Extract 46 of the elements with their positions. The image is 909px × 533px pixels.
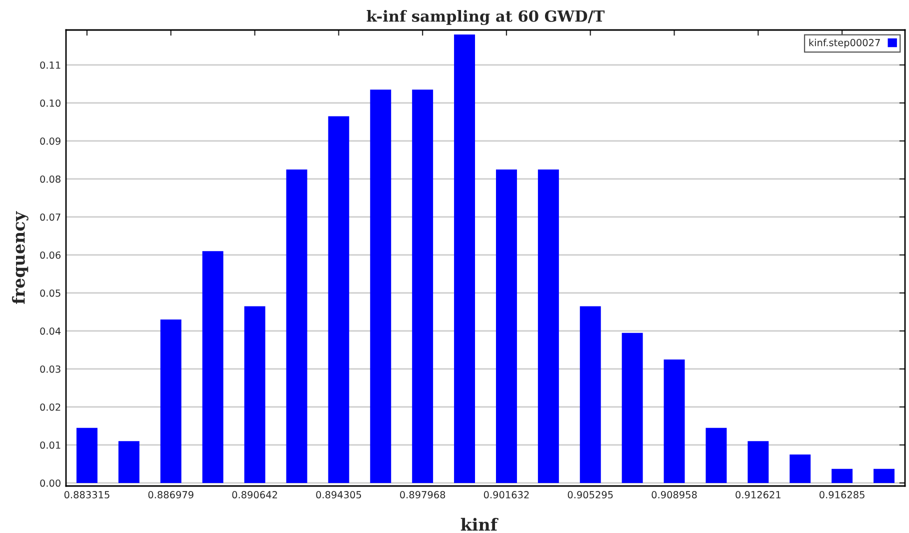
bar	[76, 428, 98, 483]
bar	[202, 251, 224, 483]
bar	[832, 468, 853, 483]
bar	[874, 468, 895, 483]
bar	[790, 454, 811, 483]
bar	[328, 116, 350, 483]
chart-title: k-inf sampling at 60 GWD/T	[366, 10, 605, 26]
y-tick-label: 0.02	[40, 403, 60, 411]
y-tick-label: 0.04	[40, 327, 61, 335]
y-tick-label: 0.03	[40, 365, 60, 373]
y-tick-label: 0.06	[40, 251, 61, 259]
y-axis-title: frequency	[12, 211, 28, 304]
bar	[538, 169, 559, 483]
bar	[496, 169, 517, 483]
bar	[454, 34, 476, 483]
bar	[244, 306, 266, 483]
x-tick-label: 0.897968	[400, 491, 446, 498]
bar	[748, 441, 769, 483]
x-tick-label: 0.894305	[316, 491, 362, 498]
x-tick-label: 0.890642	[232, 491, 277, 498]
y-tick-label: 0.05	[40, 289, 60, 297]
x-tick-label: 0.916285	[820, 491, 864, 498]
x-tick-label: 0.901632	[484, 491, 529, 498]
bar	[622, 332, 643, 483]
y-tick-label: 0.00	[40, 479, 60, 487]
bar	[664, 359, 685, 483]
y-tick-label: 0.01	[40, 441, 60, 449]
legend-label: kinf.step00027	[809, 38, 880, 48]
bar	[370, 90, 392, 483]
y-tick-label: 0.08	[40, 175, 60, 183]
bar	[706, 428, 727, 483]
x-tick-label: 0.912621	[736, 491, 780, 498]
x-tick-label: 0.905295	[568, 491, 613, 498]
x-tick-label: 0.908958	[652, 491, 697, 498]
bar	[118, 441, 140, 483]
bar	[286, 169, 308, 483]
x-tick-label: 0.886979	[148, 491, 194, 498]
x-tick-label: 0.883315	[64, 491, 110, 498]
y-tick-label: 0.10	[40, 99, 60, 107]
x-axis-title: kinf	[460, 518, 498, 531]
y-tick-label: 0.09	[40, 137, 60, 145]
y-tick-label: 0.11	[40, 61, 60, 69]
y-tick-label: 0.07	[40, 213, 60, 221]
bar	[412, 90, 434, 483]
bar	[580, 306, 601, 483]
bar	[160, 320, 182, 483]
